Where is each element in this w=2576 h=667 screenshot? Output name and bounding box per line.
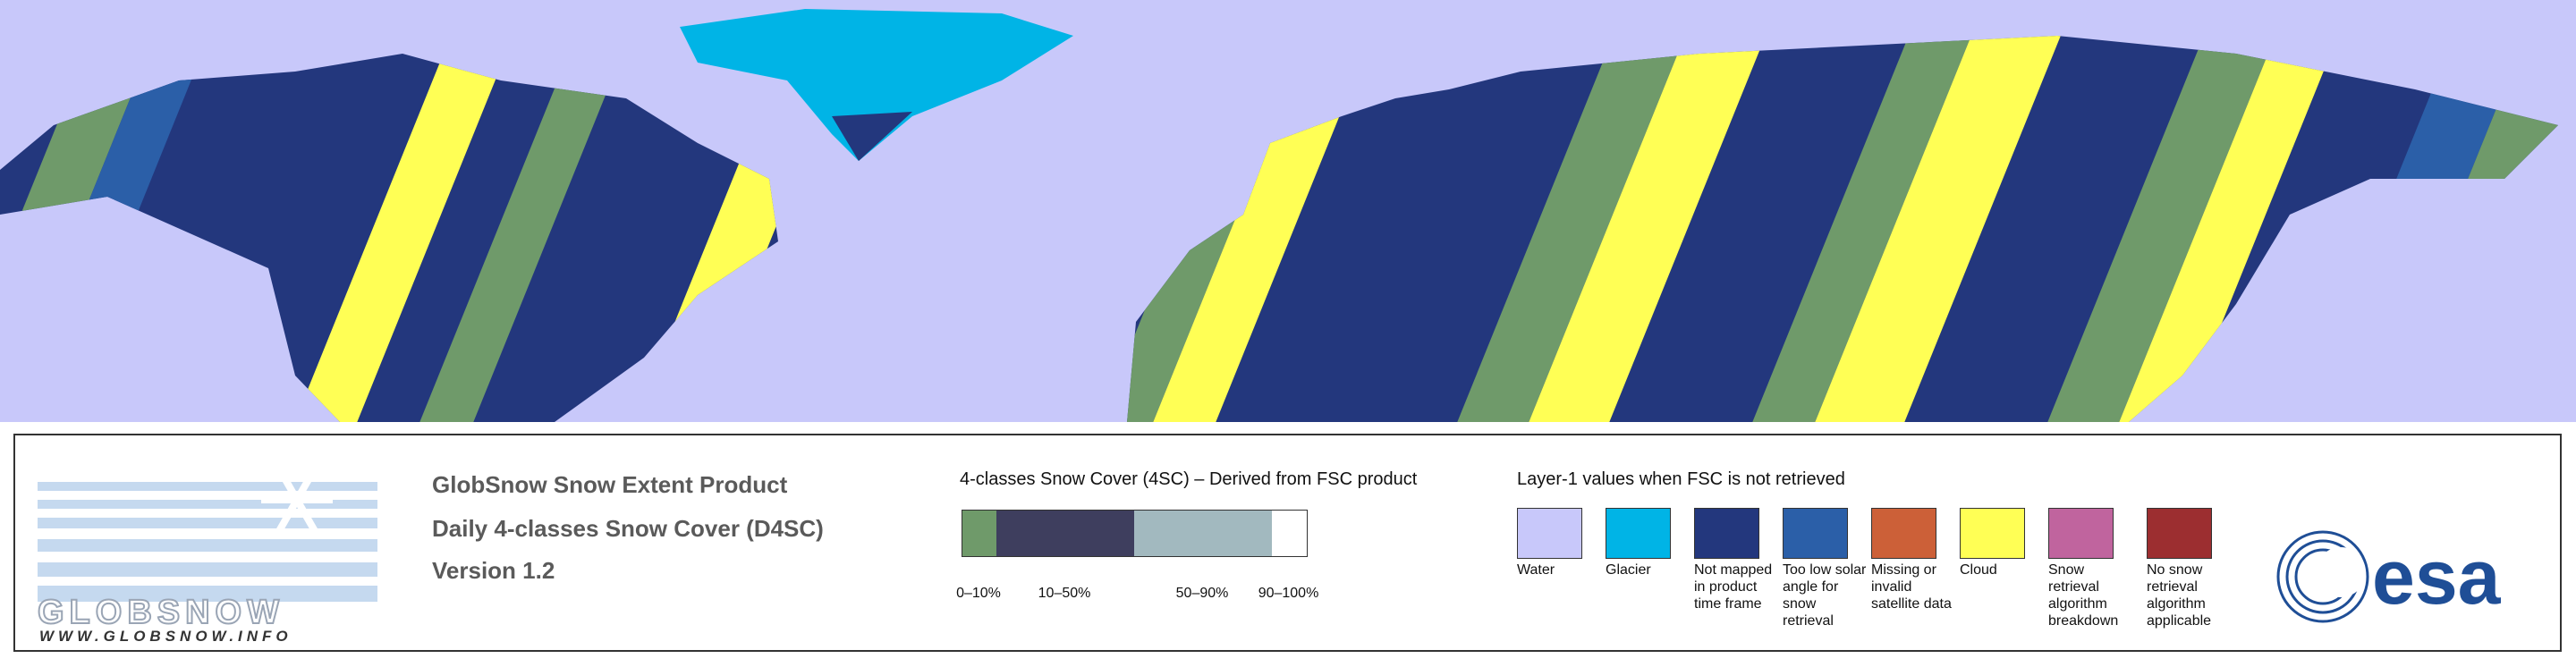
snow-class-label: 10–50% (1038, 586, 1091, 601)
version: Version 1.2 (432, 557, 555, 584)
layer1-swatch (2048, 508, 2114, 559)
snow-class-label: 50–90% (1175, 586, 1229, 601)
snow-cover-bar (962, 510, 1308, 557)
snow-class-swatch (1272, 511, 1307, 556)
layer1-swatch (1606, 508, 1671, 559)
snow-class-label: 0–10% (956, 586, 1001, 601)
layer1-label: Glacier (1606, 562, 1651, 578)
snow-class-swatch (962, 511, 996, 556)
subtitle: Daily 4-classes Snow Cover (D4SC) (432, 515, 824, 542)
logo-name: GLOBSNOW (38, 594, 284, 631)
layer1-swatch (1517, 508, 1582, 559)
snow-class-label: 90–100% (1258, 586, 1319, 601)
layer1-label: No snow retrieval algorithm applicable (2147, 562, 2212, 629)
snow-cover-title: 4-classes Snow Cover (4SC) – Derived fro… (960, 469, 1418, 489)
layer1-label: Cloud (1960, 562, 1997, 578)
layer1-swatch (1960, 508, 2025, 559)
layer1-swatch (2147, 508, 2212, 559)
esa-logo: esa (2276, 530, 2502, 623)
layer1-swatch (1783, 508, 1848, 559)
layer1-label: Not mapped in product time frame (1694, 562, 1773, 612)
layer1-label: Too low solar angle for snow retrieval (1783, 562, 1867, 629)
legend-panel: GLOBSNOW WWW.GLOBSNOW.INFO GlobSnow Snow… (13, 434, 2562, 652)
snow-class-swatch (996, 511, 1134, 556)
layer1-swatch (1694, 508, 1759, 559)
layer1-title: Layer-1 values when FSC is not retrieved (1517, 469, 1845, 489)
snow-class-swatch (1134, 511, 1272, 556)
greenland-tip (832, 112, 912, 161)
title: GlobSnow Snow Extent Product (432, 471, 788, 498)
layer1-label: Water (1517, 562, 1555, 578)
esa-text: esa (2372, 535, 2502, 621)
layer1-label: Missing or invalid satellite data (1871, 562, 1952, 612)
globsnow-logo: GLOBSNOW WWW.GLOBSNOW.INFO (38, 467, 377, 643)
logo-url: WWW.GLOBSNOW.INFO (39, 628, 292, 643)
layer1-swatch (1871, 508, 1936, 559)
greenland (680, 9, 1073, 161)
map (0, 0, 2576, 422)
layer1-label: Snow retrieval algorithm breakdown (2048, 562, 2119, 629)
